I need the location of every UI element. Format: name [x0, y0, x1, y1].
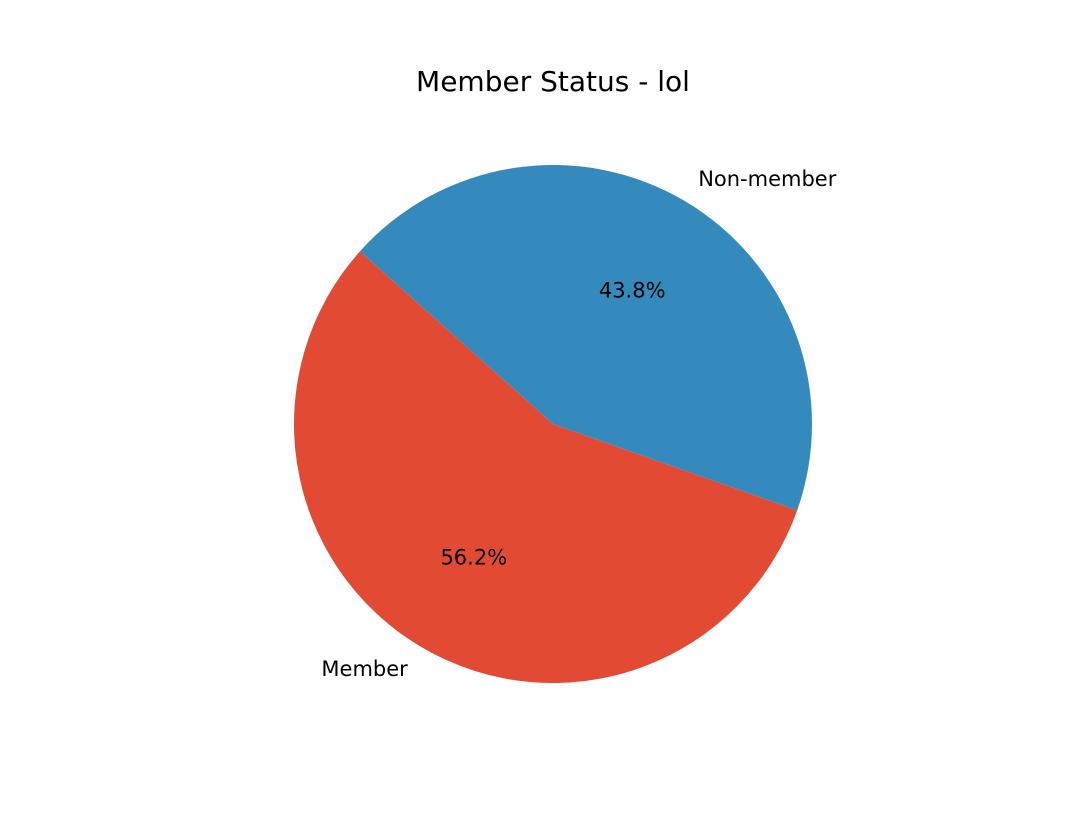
pie-slice-non-member: [359, 165, 812, 511]
pie-slices: [293, 165, 812, 684]
chart-title: Member Status - lol: [416, 65, 690, 98]
slice-percent-non-member: 43.8%: [599, 278, 666, 302]
pie-labels: Member 56.2% Non-member 43.8%: [321, 167, 836, 681]
slice-label-non-member: Non-member: [698, 167, 837, 191]
slice-label-member: Member: [321, 657, 408, 681]
slice-percent-member: 56.2%: [440, 546, 507, 570]
pie-slice-member: [293, 251, 798, 684]
